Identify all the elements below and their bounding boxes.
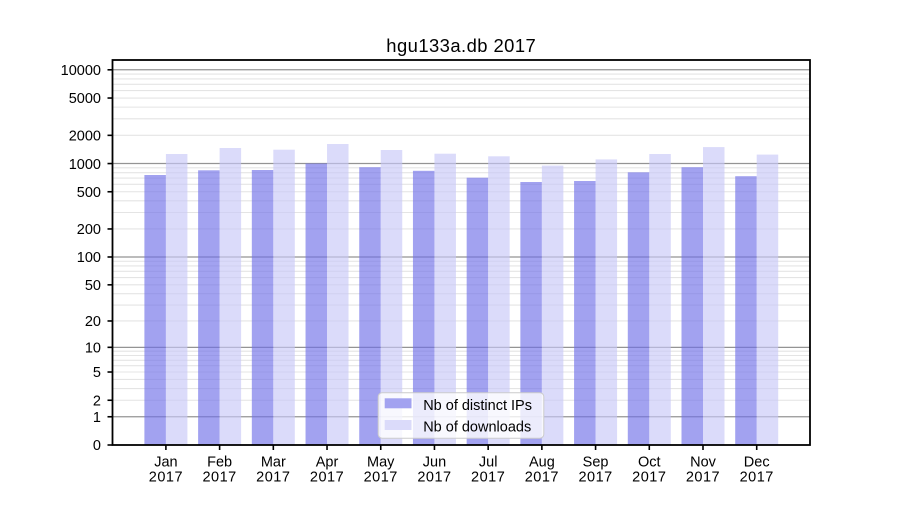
svg-text:Nov: Nov — [690, 454, 717, 470]
svg-text:5000: 5000 — [69, 91, 101, 107]
svg-text:200: 200 — [77, 222, 101, 238]
svg-text:0: 0 — [93, 438, 101, 454]
svg-text:hgu133a.db 2017: hgu133a.db 2017 — [386, 35, 536, 56]
svg-text:Aug: Aug — [529, 454, 555, 470]
svg-text:Dec: Dec — [744, 454, 770, 470]
svg-text:Feb: Feb — [207, 454, 232, 470]
svg-text:2017: 2017 — [740, 470, 774, 486]
svg-text:100: 100 — [77, 250, 101, 266]
svg-text:500: 500 — [77, 185, 101, 201]
svg-text:2017: 2017 — [364, 470, 398, 486]
svg-text:10: 10 — [85, 341, 101, 357]
svg-text:2017: 2017 — [202, 470, 236, 486]
svg-text:2017: 2017 — [525, 470, 559, 486]
svg-text:2017: 2017 — [471, 470, 505, 486]
svg-text:Sep: Sep — [583, 454, 609, 470]
svg-text:2017: 2017 — [578, 470, 612, 486]
svg-text:2: 2 — [93, 393, 101, 409]
svg-text:2017: 2017 — [149, 470, 183, 486]
svg-text:20: 20 — [85, 314, 101, 330]
svg-text:Jun: Jun — [423, 454, 446, 470]
svg-text:2017: 2017 — [417, 470, 451, 486]
svg-text:Mar: Mar — [261, 454, 286, 470]
svg-text:2017: 2017 — [310, 470, 344, 486]
svg-text:2017: 2017 — [256, 470, 290, 486]
svg-text:2000: 2000 — [69, 129, 101, 145]
svg-text:Apr: Apr — [316, 454, 339, 470]
svg-text:Nb of distinct IPs: Nb of distinct IPs — [423, 398, 532, 414]
svg-text:1000: 1000 — [69, 157, 101, 173]
svg-text:Nb of downloads: Nb of downloads — [423, 420, 531, 436]
svg-text:10000: 10000 — [61, 63, 101, 79]
svg-text:Jul: Jul — [479, 454, 498, 470]
svg-text:5: 5 — [93, 365, 101, 381]
svg-text:Oct: Oct — [638, 454, 661, 470]
svg-text:2017: 2017 — [686, 470, 720, 486]
svg-text:Jan: Jan — [154, 454, 177, 470]
svg-text:2017: 2017 — [632, 470, 666, 486]
svg-text:May: May — [367, 454, 395, 470]
svg-text:50: 50 — [85, 278, 101, 294]
svg-text:1: 1 — [93, 410, 101, 426]
